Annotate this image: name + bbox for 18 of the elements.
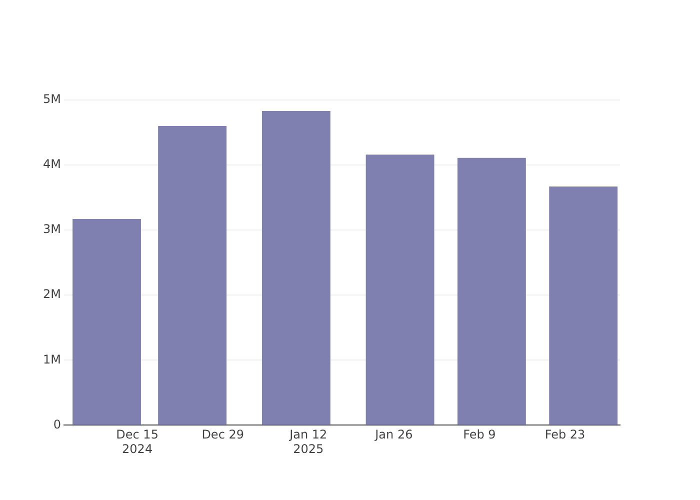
x-tick-label: Jan 26 xyxy=(374,428,413,442)
bar xyxy=(549,186,618,425)
y-tick-label: 3M xyxy=(42,222,61,236)
y-tick-label: 0 xyxy=(53,417,61,432)
x-tick-label: Feb 23 xyxy=(544,428,586,442)
bar xyxy=(262,111,330,425)
x-tick-label: Dec 29 xyxy=(202,428,244,442)
bar xyxy=(158,126,227,425)
y-tick-label: 4M xyxy=(42,157,61,172)
y-tick-label: 2M xyxy=(42,287,61,302)
y-tick-label: 1M xyxy=(42,352,61,366)
bar xyxy=(72,219,141,425)
bar xyxy=(457,158,526,425)
bar xyxy=(366,154,434,425)
x-tick-label: Feb 9 xyxy=(463,428,496,442)
y-tick-label: 5M xyxy=(42,92,61,106)
x-tick-label: Dec 15 2024 xyxy=(116,428,158,456)
x-tick-label: Jan 12 2025 xyxy=(288,428,328,456)
